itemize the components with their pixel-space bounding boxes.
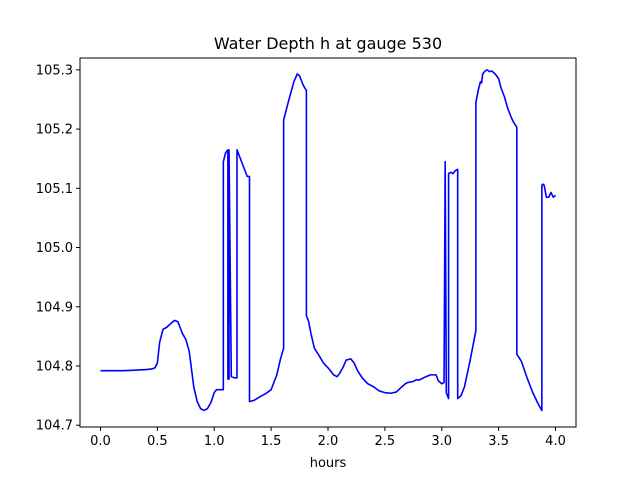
x-tick-label: 1.0 [204, 434, 225, 449]
plot-frame [79, 57, 577, 428]
plot-area [79, 57, 577, 428]
x-tick-label: 0.5 [147, 434, 168, 449]
x-tick-label: 2.0 [318, 434, 339, 449]
x-tick-label: 3.0 [431, 434, 452, 449]
x-axis-ticks: 0.0 0.5 1.0 1.5 2.0 2.5 3.0 3.5 4.0 [90, 427, 566, 449]
y-tick-label: 104.9 [36, 300, 73, 315]
x-tick-label: 0.0 [90, 434, 111, 449]
y-tick-label: 105.3 [36, 63, 73, 78]
x-tick-label: 4.0 [545, 434, 566, 449]
x-axis-label: hours [310, 456, 347, 471]
chart-title: Water Depth h at gauge 530 [214, 34, 442, 53]
x-tick-label: 2.5 [375, 434, 396, 449]
x-tick-label: 3.5 [488, 434, 509, 449]
x-tick-label: 1.5 [261, 434, 282, 449]
y-tick-label: 104.8 [36, 359, 73, 374]
series-line-0 [100, 69, 557, 412]
y-tick-label: 105.2 [36, 123, 73, 138]
y-tick-label: 105.1 [36, 182, 73, 197]
y-axis-ticks: 104.7 104.8 104.9 105.0 105.1 105.2 105.3 [36, 63, 80, 434]
y-tick-label: 104.7 [36, 419, 73, 434]
y-tick-label: 105.0 [36, 241, 73, 256]
